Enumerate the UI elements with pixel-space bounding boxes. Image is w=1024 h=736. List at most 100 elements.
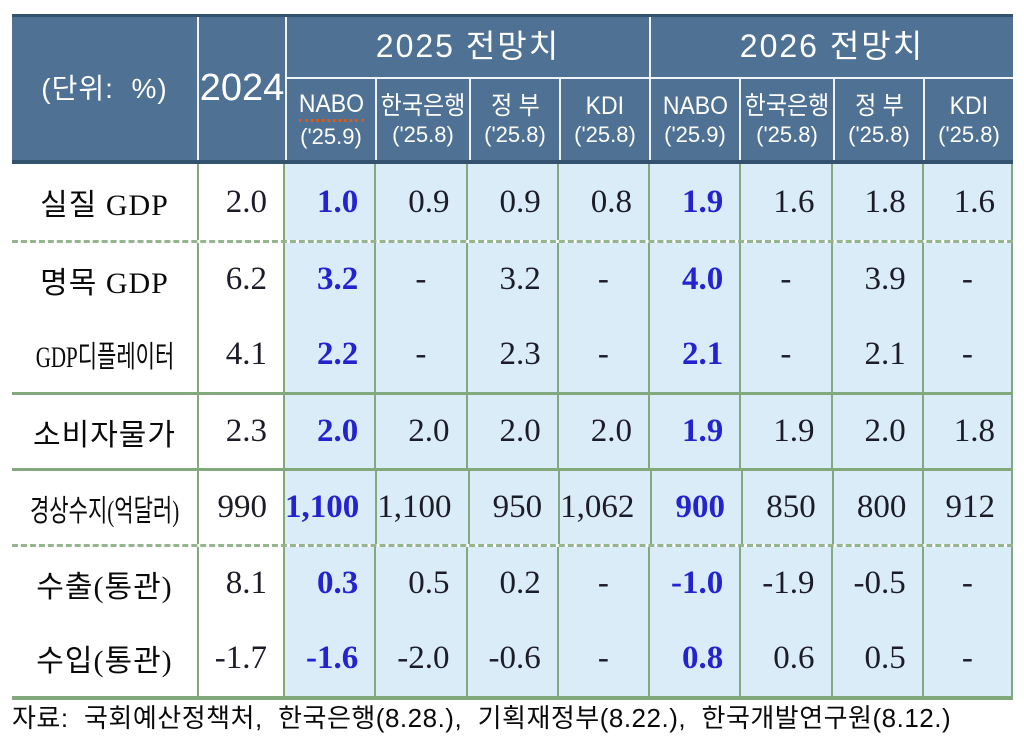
source-name: KDI (585, 92, 625, 121)
cell-kdi-2026: - (921, 547, 1013, 620)
source-date: ('25.8) (484, 121, 546, 147)
cell-kdi-2026: 912 (922, 471, 1013, 544)
cell-kdi-2026: - (921, 620, 1013, 696)
source-date: ('25.9) (300, 123, 362, 149)
table-row-cpi: 소비자물가 2.3 2.0 2.0 2.0 2.0 1.9 1.9 2.0 1.… (12, 392, 1013, 468)
cell-nabo-2026: 1.9 (648, 164, 740, 240)
cell-nabo-2026: 2.1 (648, 316, 740, 392)
cell-nabo-2026: 1.9 (648, 395, 740, 468)
row-label: 수출(통관) (12, 547, 197, 620)
cell-nabo-2026: 0.8 (648, 620, 740, 696)
cell-nabo-2025: 0.3 (283, 547, 375, 620)
table-row-exports: 수출(통관) 8.1 0.3 0.5 0.2 - -1.0 -1.9 -0.5 … (12, 544, 1013, 620)
cell-kdi-2025: 1,062 (558, 471, 651, 544)
column-header-kdi-2026: KDI ('25.8) (925, 79, 1013, 160)
cell-kdi-2026: 1.8 (921, 395, 1013, 468)
cell-bok-2026: -1.9 (739, 547, 831, 620)
column-header-gov-2025: 정 부 ('25.8) (471, 79, 559, 160)
cell-nabo-2026: 900 (650, 471, 742, 544)
table-row-nominal-gdp: 명목 GDP 6.2 3.2 - 3.2 - 4.0 - 3.9 - (12, 240, 1013, 316)
cell-bok-2026: 850 (741, 471, 832, 544)
cell-kdi-2025: - (556, 620, 648, 696)
cell-gov-2025: 0.2 (465, 547, 557, 620)
source-note: 자료: 국회예산정책처, 한국은행(8.28.), 기획재정부(8.22.), … (12, 703, 952, 733)
column-header-bok-2025: 한국은행 ('25.8) (376, 79, 469, 160)
cell-gov-2026: -0.5 (830, 547, 922, 620)
cell-kdi-2025: - (556, 316, 648, 392)
table-row-gdp-deflator: GDP디플레이터 4.1 2.2 - 2.3 - 2.1 - 2.1 - (12, 316, 1013, 392)
cell-bok-2025: - (374, 243, 466, 316)
cell-2024: 990 (197, 471, 283, 544)
cell-bok-2026: 0.6 (739, 620, 831, 696)
unit-label-cell: (단위: %) (12, 17, 197, 160)
cell-nabo-2025: 1,100 (283, 471, 376, 544)
cell-kdi-2026: 1.6 (921, 164, 1013, 240)
source-date: ('25.8) (392, 121, 454, 147)
row-label: GDP디플레이터 (12, 316, 197, 392)
cell-nabo-2026: -1.0 (648, 547, 740, 620)
cell-2024: -1.7 (197, 620, 283, 696)
source-date: ('25.8) (574, 121, 636, 147)
group-header-2026: 2026 전망치 (650, 17, 1013, 77)
cell-2024: 8.1 (197, 547, 283, 620)
table-header: (단위: %) 2024 2025 전망치 2026 전망치 NABO ('25… (12, 14, 1013, 164)
cell-nabo-2025: -1.6 (283, 620, 375, 696)
row-label: 실질 GDP (12, 164, 197, 240)
unit-label: (단위: %) (41, 72, 168, 104)
cell-bok-2025: - (374, 316, 466, 392)
source-name: KDI (949, 92, 989, 121)
cell-gov-2025: -0.6 (465, 620, 557, 696)
cell-bok-2026: 1.6 (739, 164, 831, 240)
cell-2024: 2.0 (197, 164, 283, 240)
row-label: 소비자물가 (12, 395, 197, 468)
cell-gov-2025: 950 (467, 471, 559, 544)
cell-gov-2026: 2.0 (830, 395, 922, 468)
cell-kdi-2026: - (921, 316, 1013, 392)
cell-gov-2025: 2.3 (465, 316, 557, 392)
cell-bok-2026: - (739, 316, 831, 392)
source-name: 한국은행 (744, 92, 830, 121)
row-label: 경상수지(억달러) (12, 471, 197, 544)
economic-forecast-table: (단위: %) 2024 2025 전망치 2026 전망치 NABO ('25… (12, 14, 1013, 700)
source-date: ('25.8) (938, 121, 1000, 147)
cell-gov-2026: 800 (831, 471, 923, 544)
table-body: 실질 GDP 2.0 1.0 0.9 0.9 0.8 1.9 1.6 1.8 1… (12, 164, 1013, 700)
cell-gov-2026: 2.1 (830, 316, 922, 392)
cell-bok-2025: 2.0 (374, 395, 466, 468)
cell-2024: 6.2 (197, 243, 283, 316)
cell-nabo-2025: 2.0 (283, 395, 375, 468)
source-name: NABO (298, 91, 364, 122)
cell-gov-2025: 2.0 (465, 395, 557, 468)
source-date: ('25.9) (664, 121, 726, 147)
cell-bok-2025: 1,100 (375, 471, 468, 544)
cell-2024: 4.1 (197, 316, 283, 392)
row-label: 수입(통관) (12, 620, 197, 696)
cell-kdi-2025: - (556, 547, 648, 620)
cell-gov-2026: 0.5 (830, 620, 922, 696)
source-name: 정 부 (854, 92, 904, 121)
cell-nabo-2026: 4.0 (648, 243, 740, 316)
cell-bok-2025: -2.0 (374, 620, 466, 696)
source-name: 정 부 (490, 92, 540, 121)
column-header-2024: 2024 (199, 17, 285, 160)
cell-nabo-2025: 1.0 (283, 164, 375, 240)
column-header-gov-2026: 정 부 ('25.8) (835, 79, 923, 160)
row-label: 명목 GDP (12, 243, 197, 316)
table-row-current-account: 경상수지(억달러) 990 1,100 1,100 950 1,062 900 … (12, 468, 1013, 544)
cell-kdi-2026: - (921, 243, 1013, 316)
table-row-real-gdp: 실질 GDP 2.0 1.0 0.9 0.9 0.8 1.9 1.6 1.8 1… (12, 164, 1013, 240)
cell-gov-2026: 1.8 (830, 164, 922, 240)
column-header-kdi-2025: KDI ('25.8) (561, 79, 649, 160)
cell-bok-2025: 0.9 (374, 164, 466, 240)
cell-bok-2026: 1.9 (739, 395, 831, 468)
column-header-nabo-2026: NABO ('25.9) (650, 79, 739, 160)
cell-gov-2025: 0.9 (465, 164, 557, 240)
source-date: ('25.8) (756, 121, 818, 147)
table-row-imports: 수입(통관) -1.7 -1.6 -2.0 -0.6 - 0.8 0.6 0.5… (12, 620, 1013, 696)
cell-kdi-2025: - (556, 243, 648, 316)
cell-nabo-2025: 3.2 (283, 243, 375, 316)
source-name: 한국은행 (380, 92, 466, 121)
source-date: ('25.8) (848, 121, 910, 147)
cell-bok-2025: 0.5 (374, 547, 466, 620)
